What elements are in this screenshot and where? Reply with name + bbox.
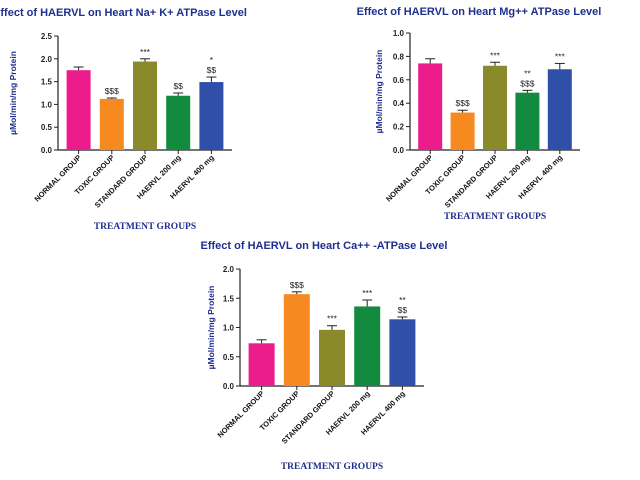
y-tick-label: 2.0 <box>223 265 235 274</box>
significance-label: *** <box>140 47 151 57</box>
significance-label: $$$ <box>520 78 534 88</box>
bar <box>133 61 157 151</box>
chart-title: Effect of HAERVL on Heart Na+ K+ ATPase … <box>0 7 247 19</box>
bar <box>418 63 443 150</box>
y-tick-label: 0.0 <box>41 146 53 155</box>
bar <box>199 82 224 150</box>
significance-label: *** <box>327 314 338 324</box>
x-axis-label: TREATMENT GROUPS <box>94 222 196 232</box>
y-tick-label: 2.0 <box>41 55 53 64</box>
chart-na-k-atpase: Effect of HAERVL on Heart Na+ K+ ATPase … <box>0 7 247 232</box>
y-tick-label: 0.2 <box>393 123 405 132</box>
bar <box>515 92 540 150</box>
significance-label: $$$ <box>456 98 470 108</box>
y-tick-label: 2.5 <box>41 32 53 41</box>
significance-label: *** <box>362 288 373 298</box>
bar <box>389 319 416 386</box>
x-tick-label: NORMAL GROUP <box>384 153 434 203</box>
y-tick-label: 1.0 <box>393 29 405 38</box>
significance-label: $$ <box>173 81 183 91</box>
bar <box>283 294 310 386</box>
y-tick-label: 0.8 <box>393 52 405 61</box>
significance-label: ** <box>399 295 406 305</box>
y-tick-label: 1.5 <box>223 294 235 303</box>
y-axis-label: µMol/min/mg Protein <box>374 50 384 134</box>
y-tick-label: 1.5 <box>41 78 53 87</box>
chart-title: Effect of HAERVL on Heart Ca++ -ATPase L… <box>201 240 448 252</box>
x-axis-label: TREATMENT GROUPS <box>281 462 383 472</box>
y-tick-label: 0.0 <box>223 382 235 391</box>
y-tick-label: 1.0 <box>223 324 235 333</box>
chart-ca-atpase: Effect of HAERVL on Heart Ca++ -ATPase L… <box>201 240 448 472</box>
significance-label: *** <box>490 50 501 60</box>
bar <box>354 306 381 386</box>
significance-label: $$ <box>207 65 217 75</box>
bar <box>248 343 275 386</box>
significance-label: ** <box>524 68 531 78</box>
y-tick-label: 0.0 <box>393 146 405 155</box>
significance-label: $$ <box>398 305 408 315</box>
x-tick-label: NORMAL GROUP <box>216 389 266 439</box>
y-tick-label: 1.0 <box>41 100 53 109</box>
significance-label: * <box>210 55 214 65</box>
y-tick-label: 0.5 <box>41 123 53 132</box>
x-tick-label: NORMAL GROUP <box>33 153 83 203</box>
bar <box>483 65 507 150</box>
significance-label: $$$ <box>105 86 119 96</box>
bar <box>450 112 475 150</box>
bar <box>319 329 345 386</box>
bar <box>166 95 191 150</box>
chart-mg-atpase: Effect of HAERVL on Heart Mg++ ATPase Le… <box>357 6 602 222</box>
chart-title: Effect of HAERVL on Heart Mg++ ATPase Le… <box>357 6 602 18</box>
y-tick-label: 0.5 <box>223 353 235 362</box>
significance-label: *** <box>555 51 566 61</box>
bar <box>66 70 91 150</box>
y-tick-label: 0.4 <box>393 99 405 108</box>
significance-label: $$$ <box>290 280 304 290</box>
y-axis-label: µMol/min/mg Protein <box>206 286 216 370</box>
x-axis-label: TREATMENT GROUPS <box>444 212 546 222</box>
bar <box>547 69 572 150</box>
bar <box>99 98 124 150</box>
y-axis-label: µMol/min/mg Protein <box>8 51 18 135</box>
y-tick-label: 0.6 <box>393 76 405 85</box>
